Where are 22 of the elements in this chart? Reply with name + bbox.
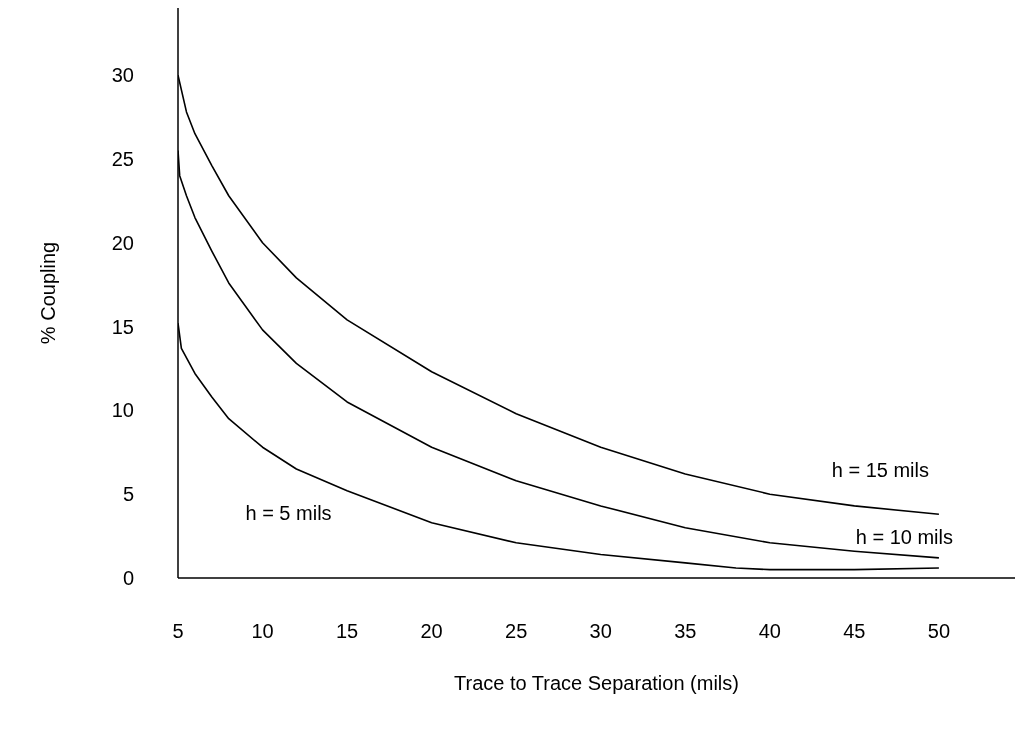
y-tick-label: 20	[111, 231, 134, 254]
x-tick-label: 5	[172, 620, 184, 643]
y-tick-label: 15	[111, 315, 134, 338]
x-tick-label: 50	[927, 620, 951, 643]
x-tick-label: 30	[589, 620, 612, 643]
x-tick-label: 10	[251, 620, 274, 643]
series-label: h = 10 mils	[855, 526, 953, 549]
y-tick-label: 30	[111, 64, 134, 87]
y-tick-label: 10	[111, 399, 134, 422]
x-tick-label: 40	[758, 620, 781, 643]
x-tick-label: 35	[674, 620, 697, 643]
series-label: h = 15 mils	[831, 458, 929, 481]
y-axis-title: % Coupling	[37, 241, 60, 345]
y-tick-label: 25	[111, 147, 134, 170]
x-tick-label: 15	[335, 620, 359, 643]
x-tick-label: 45	[843, 620, 866, 643]
series-label: h = 5 mils	[245, 502, 332, 525]
x-tick-label: 20	[420, 620, 443, 643]
x-tick-label: 25	[505, 620, 528, 643]
x-axis-title: Trace to Trace Separation (mils)	[454, 672, 739, 694]
y-tick-label: 5	[122, 483, 134, 506]
y-tick-label: 0	[122, 567, 134, 590]
